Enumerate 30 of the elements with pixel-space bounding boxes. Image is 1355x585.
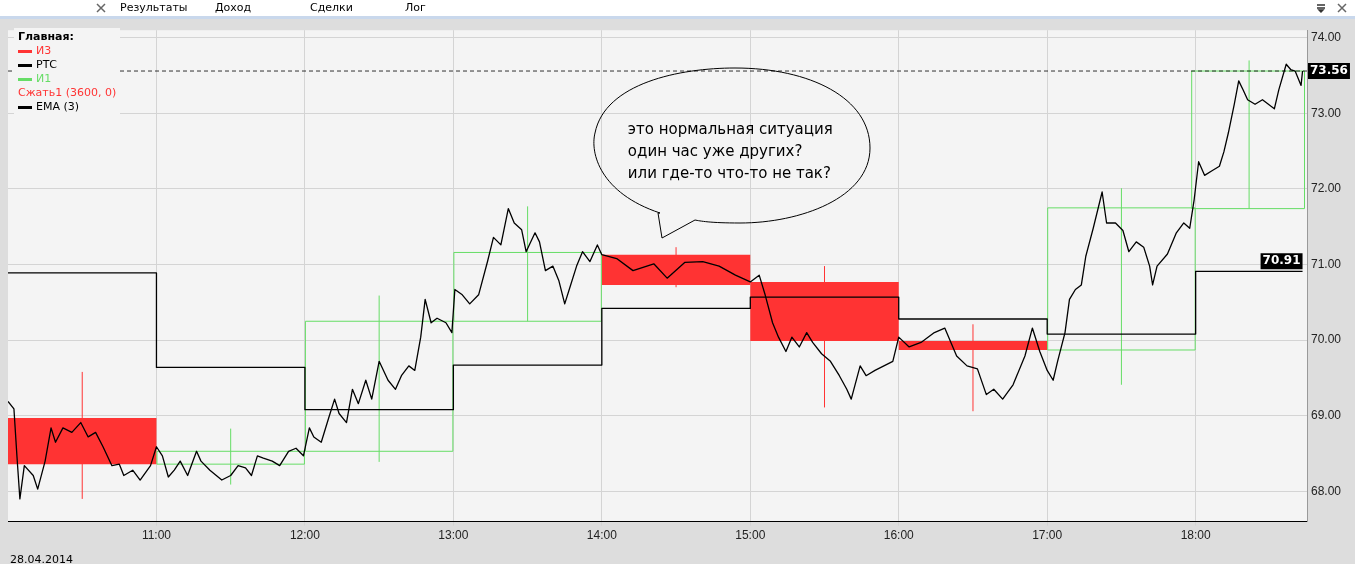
x-tick-label: 14:00 [586,528,618,543]
y-tick-label: 73.00 [1311,105,1342,120]
x-tick-label: 15:00 [735,528,766,543]
x-tick-label: 13:00 [438,528,469,543]
text: Доход [215,1,252,14]
legend-label: EMA (3) [36,100,80,113]
legend-label: И1 [36,72,52,85]
ref-line-label: 73.56 [1310,63,1348,78]
candlestick [898,323,1048,412]
x-tick-label: 17:00 [1032,528,1063,543]
annotation: Сжать1 (3600, 0) [18,86,117,100]
annotation: это нормальная ситуация один час уже других? или где-то что-то не так? [627,119,833,184]
text: 28.04.2014 [10,553,73,566]
text: Результаты [120,1,188,14]
y-tick-label: 69.00 [1311,408,1342,423]
legend-label: РТС [36,58,58,71]
y-tick-label: 72.00 [1311,181,1342,196]
legend-label: И3 [36,44,52,57]
x-tick-label: 12:00 [289,528,321,543]
y-tick-label: 70.00 [1311,332,1342,347]
x-tick-label: 18:00 [1180,528,1211,543]
y-tick-label: 74.00 [1311,30,1342,45]
text: Лог [405,1,426,14]
legend-title: Главная: [18,30,75,44]
x-tick-label: 16:00 [883,528,915,543]
y-tick-label: 71.00 [1311,256,1342,271]
text: Сделки [310,1,353,14]
x-tick-label: 11:00 [141,528,172,543]
y-tick-label: 68.00 [1311,483,1342,498]
annotation: 70.91 [1262,253,1301,268]
